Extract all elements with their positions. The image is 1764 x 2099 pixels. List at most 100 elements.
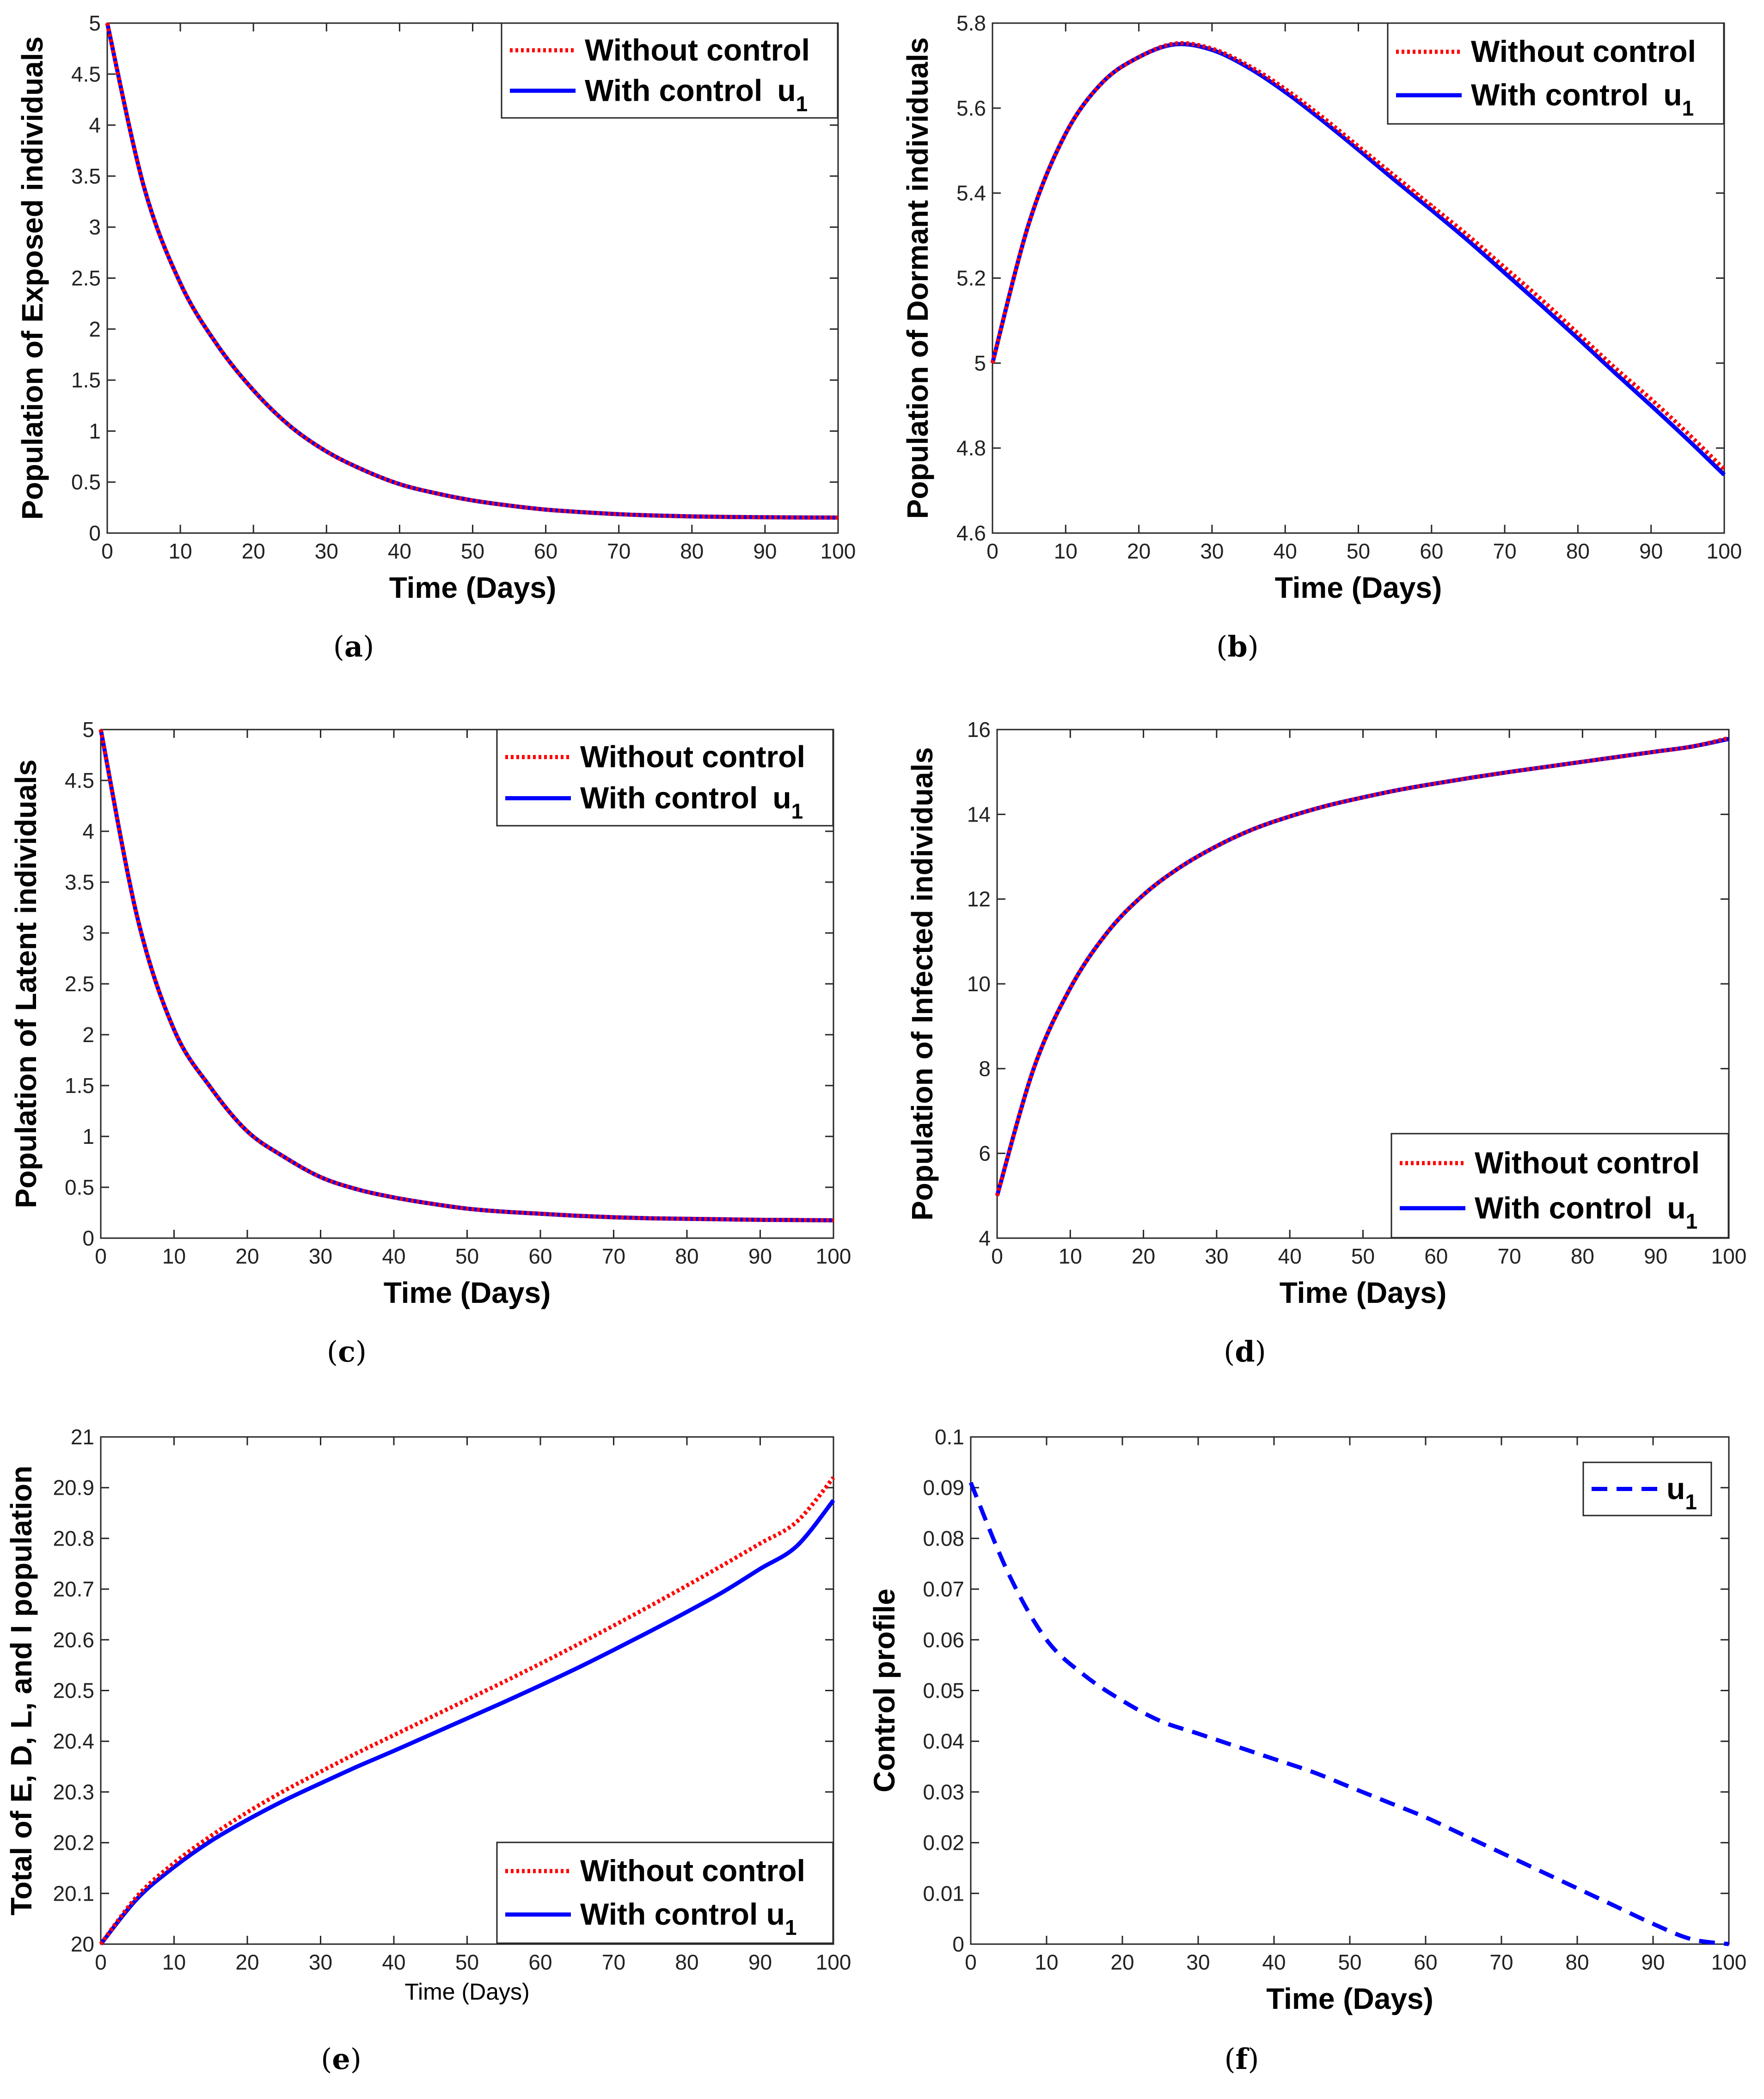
x-tick-label: 100 — [816, 1244, 851, 1268]
y-tick-label: 3 — [82, 921, 94, 945]
y-tick-label: 20.1 — [53, 1881, 94, 1905]
y-tick-label: 14 — [967, 802, 991, 826]
y-axis-label: Total of E, D, L, and I population — [5, 1466, 38, 1915]
y-tick-label: 0 — [89, 521, 101, 545]
panel-caption: (b) — [1216, 630, 1259, 663]
y-tick-label: 5.4 — [956, 181, 986, 205]
x-tick-label: 90 — [1641, 1950, 1665, 1974]
panel-d: 0 10 20 30 40 50 60 70 80 90 100 4 6 8 10 12 14 16 Time (D… — [906, 718, 1746, 1369]
y-tick-label: 0 — [952, 1932, 964, 1956]
y-tick-label: 4 — [82, 819, 94, 843]
y-tick-label: 4 — [979, 1226, 991, 1250]
x-tick-label: 30 — [309, 1244, 332, 1268]
x-tick-label: 50 — [455, 1950, 479, 1974]
x-tick-label: 80 — [1565, 1950, 1589, 1974]
series-line-without-control — [105, 23, 839, 520]
y-tick-label: 0.03 — [923, 1780, 964, 1804]
y-tick-label: 2.5 — [65, 972, 94, 996]
panel-c: 0 10 20 30 40 50 60 70 80 90 100 0 0.5 1 1.5 2 2.5 3 3.5 4 4… — [9, 718, 851, 1369]
y-tick-label: 0.08 — [923, 1526, 964, 1550]
x-tick-label: 80 — [675, 1244, 698, 1268]
y-tick-label: 0.06 — [923, 1628, 964, 1652]
x-tick-label: 100 — [1711, 1950, 1747, 1974]
x-tick-label: 90 — [748, 1950, 772, 1974]
x-tick-label: 100 — [1707, 539, 1742, 563]
x-tick-label: 20 — [1127, 539, 1151, 563]
y-tick-label: 4.5 — [65, 768, 94, 792]
plot-area — [970, 1436, 1730, 1945]
x-tick-label: 80 — [675, 1950, 698, 1974]
x-tick-label: 40 — [382, 1244, 405, 1268]
x-tick-label: 70 — [602, 1950, 625, 1974]
legend-box — [496, 729, 834, 827]
x-tick-label: 10 — [1035, 1950, 1058, 1974]
y-tick-label: 3.5 — [65, 870, 94, 894]
x-axis-label: Time (Days) — [404, 1979, 529, 2005]
y-tick-label: 1 — [89, 419, 101, 443]
x-axis-label: Time (Days) — [1275, 571, 1442, 604]
y-tick-label: 0 — [82, 1226, 94, 1250]
y-tick-label: 0.09 — [923, 1476, 964, 1500]
x-tick-label: 20 — [242, 539, 265, 563]
x-tick-label: 70 — [602, 1244, 625, 1268]
y-tick-label: 0.01 — [923, 1881, 964, 1905]
y-tick-label: 20.2 — [53, 1831, 94, 1855]
y-tick-label: 0.5 — [71, 470, 101, 494]
x-tick-label: 50 — [1347, 539, 1370, 563]
y-tick-label: 4.6 — [956, 521, 986, 545]
panel-caption: (e) — [321, 2042, 361, 2076]
x-tick-label: 50 — [1351, 1244, 1375, 1268]
series-line-without-control — [990, 41, 1726, 471]
panel-e: 0 10 20 30 40 50 60 70 80 90 100 20 20.1 20.2 20.3 20.4… — [5, 1425, 851, 2076]
y-axis-label: Control profile — [868, 1589, 901, 1792]
panel-caption: (f) — [1224, 2042, 1259, 2076]
y-tick-label: 6 — [979, 1142, 991, 1166]
x-tick-label: 0 — [986, 539, 998, 563]
x-tick-label: 10 — [1054, 539, 1078, 563]
x-tick-label: 80 — [680, 539, 704, 563]
y-axis-label: Population of Dormant individuals — [901, 37, 934, 519]
x-tick-label: 70 — [1489, 1950, 1513, 1974]
x-tick-label: 90 — [1644, 1244, 1667, 1268]
x-tick-label: 50 — [461, 539, 484, 563]
legend-label: Without control — [1471, 34, 1696, 68]
x-tick-label: 100 — [816, 1950, 851, 1974]
y-tick-label: 5.8 — [956, 11, 986, 35]
y-tick-label: 10 — [967, 972, 991, 996]
series-line-without-control — [995, 736, 1730, 1197]
x-axis-label: Time (Days) — [1266, 1982, 1433, 2015]
x-tick-label: 40 — [1262, 1950, 1286, 1974]
y-tick-label: 20.3 — [53, 1780, 94, 1804]
series-line-with-control — [99, 1499, 835, 1946]
x-tick-label: 70 — [1498, 1244, 1521, 1268]
x-tick-label: 70 — [1493, 539, 1517, 563]
x-tick-label: 70 — [607, 539, 631, 563]
x-tick-label: 40 — [388, 539, 411, 563]
x-tick-label: 0 — [965, 1950, 977, 1974]
x-tick-label: 60 — [1424, 1244, 1448, 1268]
y-tick-label: 3 — [89, 215, 101, 239]
x-tick-label: 0 — [991, 1244, 1003, 1268]
x-tick-label: 10 — [169, 539, 192, 563]
panel-caption: (d) — [1224, 1335, 1266, 1369]
x-tick-label: 0 — [95, 1244, 107, 1268]
y-tick-label: 5 — [82, 718, 94, 742]
legend-label: Without control — [580, 1854, 805, 1888]
y-tick-label: 20.9 — [53, 1476, 94, 1500]
y-tick-label: 20.4 — [53, 1729, 94, 1753]
x-axis-label: Time (Days) — [389, 571, 557, 604]
series-line-u1 — [968, 1482, 1729, 1946]
x-tick-label: 60 — [1420, 539, 1443, 563]
x-tick-label: 100 — [1711, 1244, 1747, 1268]
y-tick-label: 8 — [979, 1056, 991, 1080]
y-tick-label: 2 — [89, 317, 101, 341]
x-tick-label: 90 — [1639, 539, 1663, 563]
x-axis-label: Time (Days) — [1280, 1276, 1447, 1309]
y-axis-label: Population of Latent individuals — [9, 760, 43, 1209]
x-tick-label: 80 — [1566, 539, 1590, 563]
y-axis-label: Population of Infected individuals — [906, 747, 939, 1221]
y-tick-label: 20.5 — [53, 1679, 94, 1703]
y-tick-label: 20.6 — [53, 1628, 94, 1652]
x-tick-label: 40 — [1274, 539, 1297, 563]
